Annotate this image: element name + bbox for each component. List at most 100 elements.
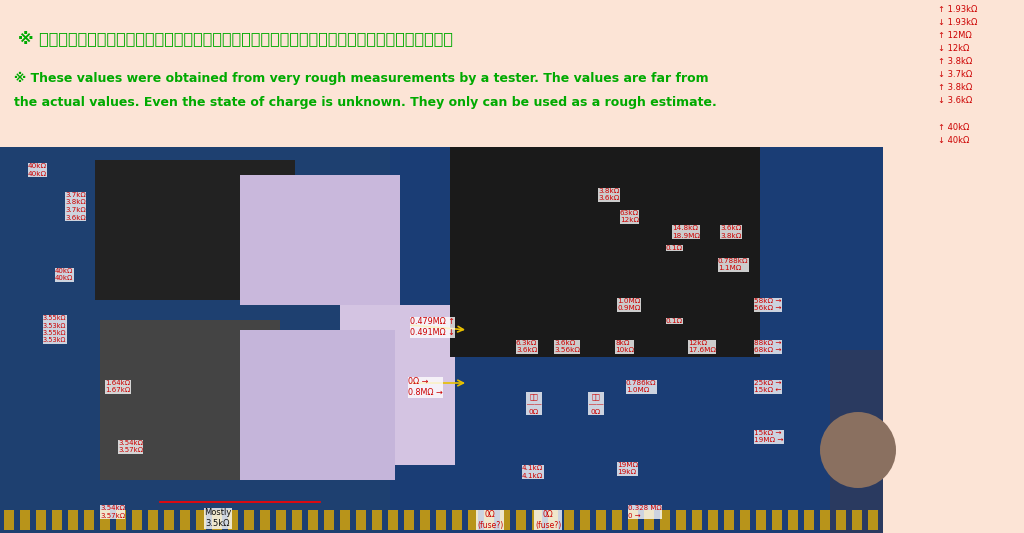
Text: 88kΩ →
68kΩ →: 88kΩ → 68kΩ → (754, 340, 781, 353)
Bar (324, 510, 334, 530)
Bar (852, 510, 862, 530)
Text: 絶縁
――
0Ω: 絶縁 ―― 0Ω (589, 393, 603, 415)
Text: 1.64kΩ
1.67kΩ: 1.64kΩ 1.67kΩ (105, 380, 130, 393)
Text: 0Ω
(fuse?): 0Ω (fuse?) (477, 510, 503, 530)
Bar (100, 320, 280, 480)
Text: ↑ 3.8kΩ: ↑ 3.8kΩ (938, 57, 972, 66)
Bar (724, 510, 734, 530)
Text: 8kΩ
10kΩ: 8kΩ 10kΩ (615, 340, 634, 353)
Bar (404, 510, 414, 530)
Bar (244, 510, 254, 530)
Bar (676, 510, 686, 530)
Bar (564, 510, 574, 530)
Bar (132, 510, 142, 530)
Text: ↓ 12kΩ: ↓ 12kΩ (938, 44, 970, 53)
Text: 19MΩ
19kΩ: 19MΩ 19kΩ (617, 462, 638, 475)
Text: 15kΩ →
19MΩ →: 15kΩ → 19MΩ → (754, 430, 783, 443)
Bar (612, 510, 622, 530)
Text: 40kΩ
40kΩ: 40kΩ 40kΩ (28, 163, 47, 176)
Bar (820, 510, 830, 530)
Text: 63kΩ
12kΩ: 63kΩ 12kΩ (620, 210, 639, 223)
Bar (372, 510, 382, 530)
Bar (868, 510, 878, 530)
Text: ↑ 3.8kΩ: ↑ 3.8kΩ (938, 83, 972, 92)
Bar (436, 510, 446, 530)
Bar (228, 510, 238, 530)
Bar (196, 510, 206, 530)
Text: the actual values. Even the state of charge is unknown. They only can be used as: the actual values. Even the state of cha… (14, 96, 717, 109)
Bar (116, 510, 126, 530)
Text: 0Ω →
0.8MΩ →: 0Ω → 0.8MΩ → (408, 377, 442, 397)
Text: 0.328 MΩ
0 →: 0.328 MΩ 0 → (628, 505, 662, 519)
Bar (420, 510, 430, 530)
Bar (450, 147, 760, 357)
Bar (580, 510, 590, 530)
Text: 12kΩ
17.6MΩ: 12kΩ 17.6MΩ (688, 340, 716, 353)
Bar (516, 510, 526, 530)
Bar (772, 510, 782, 530)
Bar (596, 510, 606, 530)
Text: 3.6kΩ
3.8kΩ: 3.6kΩ 3.8kΩ (720, 225, 741, 238)
Bar (340, 510, 350, 530)
Bar (36, 510, 46, 530)
Bar (100, 510, 110, 530)
Bar (4, 510, 14, 530)
Bar (388, 510, 398, 530)
Bar (484, 510, 494, 530)
Bar (836, 510, 846, 530)
Bar (500, 510, 510, 530)
Bar (804, 510, 814, 530)
Text: 0.788kΩ
1.1MΩ: 0.788kΩ 1.1MΩ (718, 258, 749, 271)
Bar (276, 510, 286, 530)
Text: 1.0MΩ
0.9MΩ: 1.0MΩ 0.9MΩ (617, 298, 640, 311)
Text: 58kΩ →
56kΩ →: 58kΩ → 56kΩ → (754, 298, 781, 311)
Bar (0, 147, 390, 533)
Bar (356, 510, 366, 530)
Text: Mostly
3.5kΩ: Mostly 3.5kΩ (205, 508, 231, 528)
Bar (390, 147, 883, 533)
Text: 3.54kΩ
3.57kΩ: 3.54kΩ 3.57kΩ (118, 440, 143, 454)
Bar (756, 510, 766, 530)
Text: 3.55kΩ
3.53kΩ
3.55kΩ
3.53kΩ: 3.55kΩ 3.53kΩ 3.55kΩ 3.53kΩ (43, 315, 67, 343)
Bar (84, 510, 94, 530)
Text: 0.479MΩ ↑
0.491MΩ ↓: 0.479MΩ ↑ 0.491MΩ ↓ (410, 317, 455, 337)
Text: 3.8kΩ
3.6kΩ: 3.8kΩ 3.6kΩ (598, 188, 620, 201)
Text: 絶縁
――
0Ω: 絶縁 ―― 0Ω (526, 393, 542, 415)
Text: 0.1Ω: 0.1Ω (666, 318, 683, 324)
Bar (740, 510, 750, 530)
Bar (240, 330, 395, 480)
Bar (452, 510, 462, 530)
Text: ※ あくまでもテスターによる簡易チェック値。充電状態もバラバラなのであくまでも参考程度に。: ※ あくまでもテスターによる簡易チェック値。充電状態もバラバラなのであくまでも参… (18, 30, 453, 46)
Text: 6.3kΩ
3.6kΩ: 6.3kΩ 3.6kΩ (516, 340, 538, 353)
Bar (20, 510, 30, 530)
Bar (788, 510, 798, 530)
Bar (0, 147, 883, 533)
Bar (292, 510, 302, 530)
Bar (180, 510, 190, 530)
Text: ※ These values were obtained from very rough measurements by a tester. The value: ※ These values were obtained from very r… (14, 72, 709, 85)
Text: ↓ 40kΩ: ↓ 40kΩ (938, 136, 970, 145)
Text: 3.7kΩ
3.8kΩ
3.7kΩ
3.6kΩ: 3.7kΩ 3.8kΩ 3.7kΩ 3.6kΩ (65, 192, 86, 221)
Text: ↑ 12MΩ: ↑ 12MΩ (938, 31, 972, 40)
Bar (148, 510, 158, 530)
Text: 40kΩ
40kΩ: 40kΩ 40kΩ (55, 268, 74, 281)
Bar (628, 510, 638, 530)
Bar (340, 305, 455, 465)
Circle shape (820, 412, 896, 488)
Text: 3.6kΩ
3.56kΩ: 3.6kΩ 3.56kΩ (554, 340, 580, 353)
Bar (548, 510, 558, 530)
Bar (52, 510, 62, 530)
Text: 0.786kΩ
1.0MΩ: 0.786kΩ 1.0MΩ (626, 380, 656, 393)
Bar (644, 510, 654, 530)
Bar (164, 510, 174, 530)
Text: ↓ 3.6kΩ: ↓ 3.6kΩ (938, 96, 972, 105)
Bar (708, 510, 718, 530)
Bar (660, 510, 670, 530)
Text: ↓ 3.7kΩ: ↓ 3.7kΩ (938, 70, 972, 79)
Text: 4.1kΩ
4.1kΩ: 4.1kΩ 4.1kΩ (522, 465, 544, 479)
Text: ↑ 1.93kΩ: ↑ 1.93kΩ (938, 5, 977, 14)
Text: 14.8kΩ
18.9MΩ: 14.8kΩ 18.9MΩ (672, 225, 700, 238)
Text: ↑ 40kΩ: ↑ 40kΩ (938, 123, 970, 132)
Text: 25kΩ →
15kΩ ←: 25kΩ → 15kΩ ← (754, 380, 781, 393)
Bar (692, 510, 702, 530)
